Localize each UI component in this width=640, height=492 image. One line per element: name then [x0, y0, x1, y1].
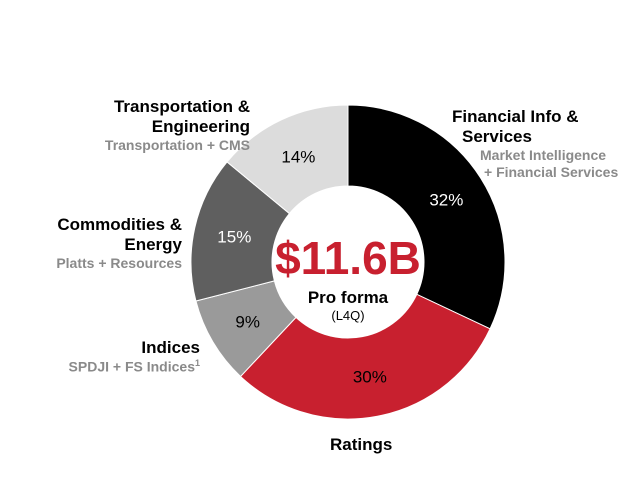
donut-slice-labels: 32% 30% 9% 15% 14% [217, 148, 463, 387]
legend-commodities-title-2: Energy [124, 235, 182, 255]
legend-commodities-sub: Platts + Resources [56, 255, 182, 272]
legend-financial-title-1: Financial Info & [452, 107, 579, 126]
legend-transportation: Transportation & Engineering Transportat… [60, 97, 250, 154]
footnote-marker: 1 [194, 358, 200, 369]
legend-indices-sub: SPDJI + FS Indices1 [20, 358, 200, 375]
legend-commodities: Commodities & Energy Platts + Resources [20, 215, 182, 272]
donut-slices [190, 104, 506, 420]
legend-commodities-title-1: Commodities & [57, 215, 182, 234]
legend-financial-info: Financial Info & Services Market Intelli… [452, 107, 632, 180]
legend-indices: Indices SPDJI + FS Indices1 [20, 338, 200, 375]
slice-label-commodities-energy: 15% [217, 228, 251, 247]
center-total-caption: Pro forma [308, 288, 389, 307]
legend-financial-title-2: Services [462, 127, 532, 147]
legend-indices-title: Indices [141, 338, 200, 357]
slice-label-financial-info-services: 32% [429, 191, 463, 210]
legend-transportation-title-1: Transportation & [113, 97, 250, 116]
legend-indices-sub-text: SPDJI + FS Indices [68, 358, 195, 375]
donut-slice-ratings [239, 293, 491, 420]
slice-label-transportation-engineering: 14% [281, 148, 315, 167]
center-total-period: (L4Q) [331, 308, 364, 323]
legend-financial-sub-2: + Financial Services [484, 163, 619, 180]
legend-transportation-sub: Transportation + CMS [104, 137, 250, 154]
slice-label-indices: 9% [235, 312, 260, 331]
legend-ratings-title: Ratings [330, 435, 393, 454]
donut-slice-transportation-engineering [226, 104, 349, 215]
legend-transportation-title-2: Engineering [151, 117, 250, 137]
center-total-value: $11.6B [275, 232, 421, 284]
legend-ratings: Ratings [330, 435, 450, 455]
legend-financial-sub-1: Market Intelligence [480, 147, 607, 164]
donut-slice-commodities-energy [190, 161, 291, 302]
donut-slice-financial-info-services [347, 104, 506, 330]
slice-label-ratings: 30% [353, 367, 387, 386]
